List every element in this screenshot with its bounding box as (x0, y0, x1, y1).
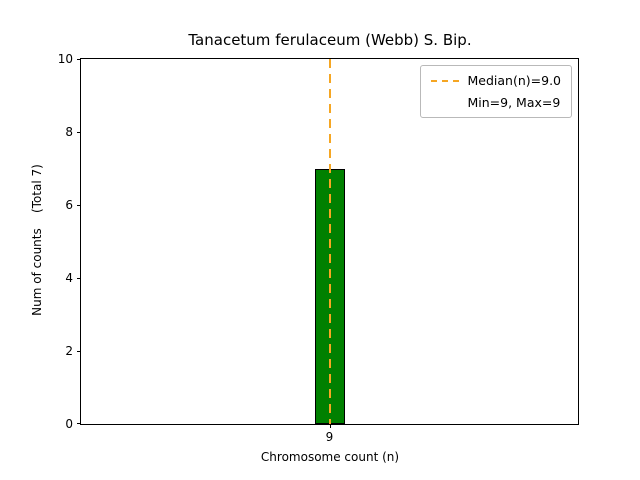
y-tick-mark (77, 423, 81, 424)
y-tick-mark (77, 278, 81, 279)
chart-title: Tanacetum ferulaceum (Webb) S. Bip. (188, 31, 472, 49)
y-tick-mark (77, 351, 81, 352)
y-tick-mark (77, 59, 81, 60)
legend-label-minmax: Min=9, Max=9 (467, 95, 561, 110)
legend-label-median: Median(n)=9.0 (467, 73, 562, 88)
y-tick-label: 10 (57, 52, 73, 66)
y-tick-mark (77, 132, 81, 133)
legend-swatch-empty (431, 102, 459, 104)
y-tick-label: 0 (65, 417, 73, 431)
x-tick-label: 9 (325, 430, 334, 444)
x-axis-label: Chromosome count (n) (260, 450, 400, 464)
median-line (328, 59, 331, 424)
y-tick-label: 4 (65, 271, 73, 285)
y-tick-label: 2 (65, 344, 73, 358)
y-axis-label: Num of counts (Total 7) (30, 164, 44, 316)
y-tick-label: 8 (65, 125, 73, 139)
y-tick-label: 6 (65, 198, 73, 212)
x-tick-mark (329, 424, 331, 428)
legend: Median(n)=9.0 Min=9, Max=9 (419, 65, 572, 118)
y-tick-mark (77, 205, 81, 206)
legend-item-minmax: Min=9, Max=9 (431, 95, 562, 110)
legend-item-median: Median(n)=9.0 (430, 73, 562, 88)
median-dashed-line-swatch (430, 79, 459, 82)
plot-area: Median(n)=9.0 Min=9, Max=9 0 2 4 6 8 10 9 (58, 52, 579, 444)
